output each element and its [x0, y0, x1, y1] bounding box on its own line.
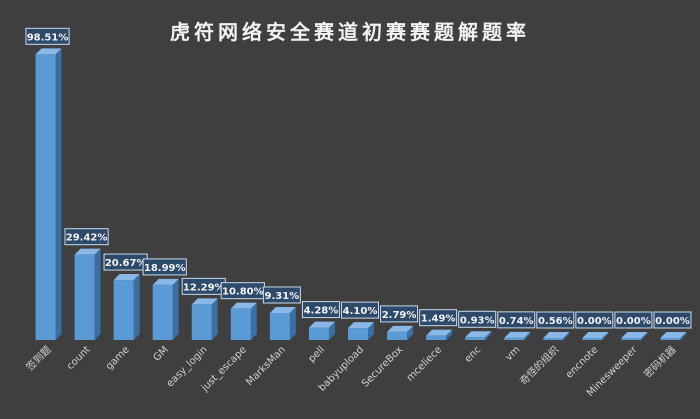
bar [387, 331, 408, 340]
bar-side [133, 274, 140, 340]
bar [348, 328, 368, 340]
bar [504, 337, 525, 340]
bar [660, 338, 681, 340]
data-label: 9.31% [265, 291, 300, 302]
bar-top [113, 274, 140, 281]
x-tick-label: 密码机器 [641, 343, 678, 380]
data-label-box [458, 310, 497, 328]
bar-top [621, 332, 648, 338]
bar-top [582, 332, 609, 338]
x-tick-label: game [104, 344, 132, 372]
data-label: 4.10% [343, 306, 378, 317]
bar-side [55, 48, 62, 341]
data-label: 18.99% [144, 263, 186, 274]
bar-side [368, 322, 374, 340]
bar-top [426, 329, 453, 336]
chart-title: 虎符网络安全赛道初赛赛题解题率 [170, 20, 530, 44]
data-label-box [25, 27, 70, 45]
x-tick-label: pell [307, 344, 328, 365]
data-label-box [419, 309, 458, 327]
bar-side [602, 332, 609, 340]
bar-side [524, 331, 531, 340]
data-label: 1.49% [421, 314, 456, 325]
x-tick-label: encnote [564, 344, 600, 380]
bar-top [660, 332, 687, 338]
bar [621, 338, 642, 340]
data-label: 0.00% [577, 316, 612, 327]
x-tick-label: GM [151, 344, 170, 363]
bar-side [172, 278, 179, 340]
data-label: 10.80% [222, 287, 264, 298]
bar-side [446, 329, 453, 340]
data-label-box [614, 311, 653, 329]
data-label-box [262, 286, 301, 304]
x-tick-label: 奇怪的组织 [517, 343, 562, 388]
data-label: 2.79% [382, 310, 417, 321]
data-label: 29.42% [66, 233, 108, 244]
x-tick-label: mceliece [405, 344, 444, 383]
bar-top [152, 278, 179, 285]
bar-top [35, 48, 62, 55]
bar-side [94, 248, 101, 340]
bar-side [328, 321, 335, 340]
bar [35, 54, 56, 341]
bar [582, 338, 603, 340]
data-label: 0.56% [538, 316, 573, 327]
x-tick-label: MarksMan [244, 344, 288, 388]
bar-side [407, 325, 414, 340]
x-tick-label: vm [503, 344, 522, 363]
x-tick-label: enc [463, 344, 484, 365]
data-label: 20.67% [105, 258, 147, 269]
data-label: 4.28% [304, 306, 339, 317]
bar [191, 304, 212, 340]
data-label: 12.29% [183, 282, 225, 293]
bar-top [348, 322, 374, 329]
bar [426, 335, 447, 340]
data-label: 0.93% [460, 315, 495, 326]
bar [152, 284, 173, 340]
data-label-box [64, 228, 109, 246]
bar [308, 327, 329, 340]
bar [269, 313, 290, 340]
bar-top [308, 321, 335, 328]
x-tick-label: 签到题 [23, 343, 53, 373]
bar-side [641, 332, 648, 340]
data-label-box [380, 305, 419, 323]
bar-top [465, 331, 492, 338]
bar-top [191, 298, 218, 305]
data-label: 0.74% [499, 316, 534, 327]
data-label-box [575, 311, 614, 329]
bar-side [485, 331, 492, 340]
bar [543, 338, 564, 340]
bar-top [230, 302, 257, 309]
bar [230, 308, 251, 340]
bar [113, 280, 134, 340]
data-label: 0.00% [616, 316, 651, 327]
data-label-box [341, 301, 379, 319]
data-label-box [497, 311, 536, 329]
bar-top [269, 307, 296, 314]
bar [465, 337, 486, 340]
x-tick-label: SecureBox [360, 344, 405, 389]
data-label-box [536, 311, 575, 329]
bar-top [387, 325, 414, 332]
data-label-box [142, 258, 187, 276]
bar-side [250, 302, 257, 340]
data-label-box [301, 301, 340, 319]
x-tick-label: count [65, 344, 93, 372]
data-label: 98.51% [27, 32, 69, 43]
bar-side [680, 332, 687, 340]
bar-top [504, 331, 531, 338]
data-label-box [653, 311, 692, 329]
bar-top [74, 248, 101, 255]
bar [74, 254, 95, 340]
bar-side [289, 307, 296, 340]
bar-top [543, 332, 570, 338]
bar-side [211, 298, 218, 340]
data-label: 0.00% [655, 316, 690, 327]
bar-side [563, 332, 570, 340]
